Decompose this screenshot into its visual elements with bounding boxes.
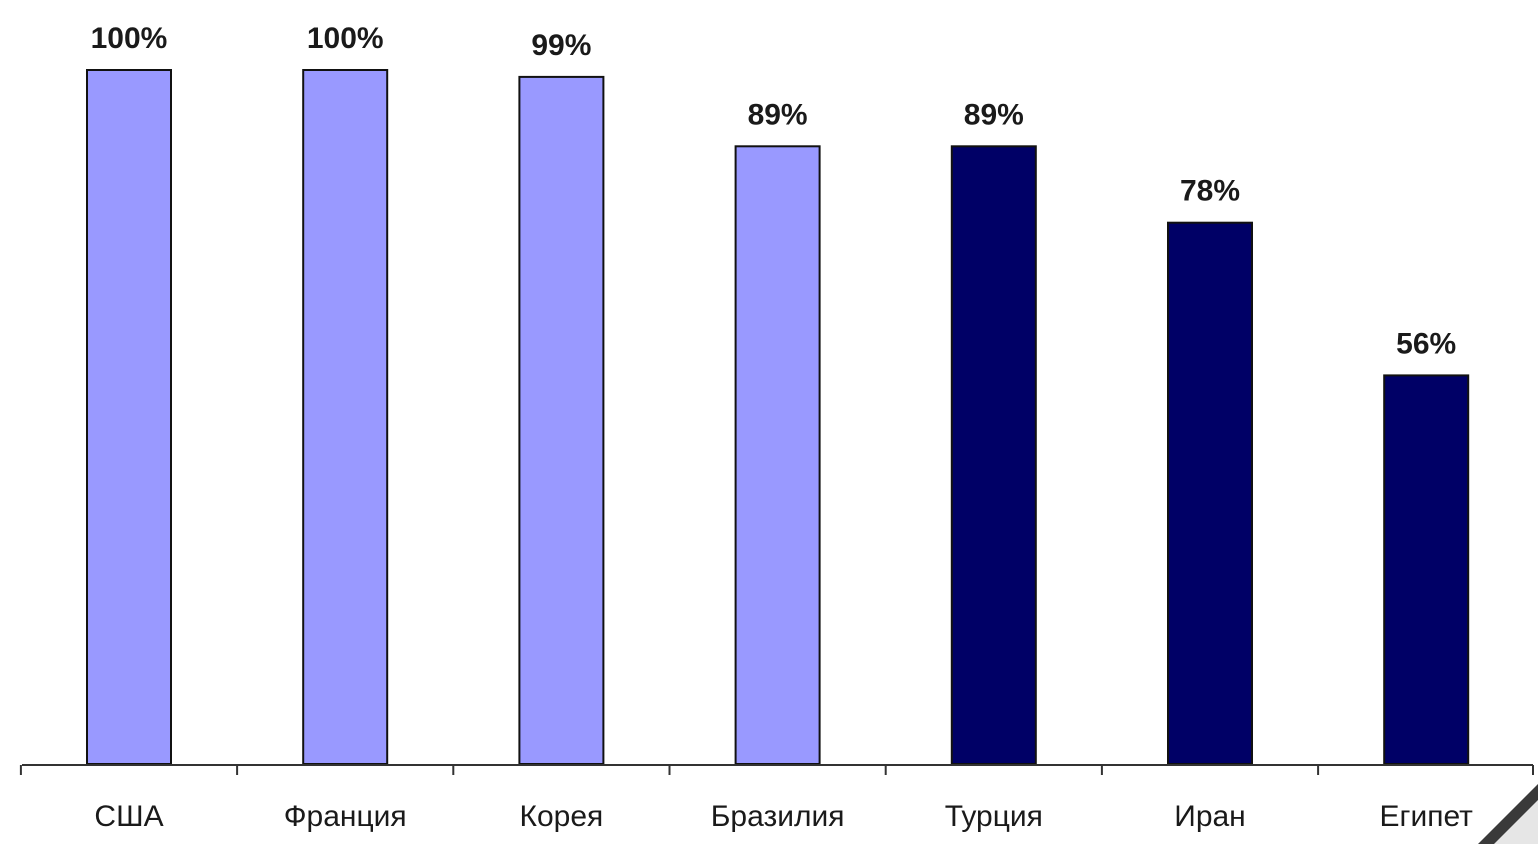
value-label-5: 89% xyxy=(964,98,1024,131)
corner-decoration-inner xyxy=(1494,800,1538,844)
x-axis xyxy=(19,764,1534,775)
category-label-3: Корея xyxy=(520,800,604,833)
value-label-1: 100% xyxy=(91,22,168,55)
bars-layer xyxy=(86,69,1470,766)
labels-layer: 100% США 100% Франция 99% Корея 89% Бразилия 89%… xyxy=(91,22,1474,833)
bar-1 xyxy=(86,69,172,765)
bar-2 xyxy=(302,69,389,765)
category-label-5: Турция xyxy=(945,800,1043,833)
value-label-2: 100% xyxy=(307,22,384,55)
category-label-6: Иран xyxy=(1174,800,1246,833)
bar-4 xyxy=(734,145,821,766)
value-label-4: 89% xyxy=(748,98,808,131)
category-label-7: Египет xyxy=(1380,800,1474,833)
value-label-6: 78% xyxy=(1180,175,1240,208)
bar-6 xyxy=(1167,221,1253,765)
bar-7 xyxy=(1383,374,1470,765)
category-label-2: Франция xyxy=(284,800,407,833)
value-label-3: 99% xyxy=(531,29,591,62)
category-label-1: США xyxy=(94,800,163,833)
bar-3 xyxy=(518,75,605,765)
category-label-4: Бразилия xyxy=(711,800,845,833)
bar-5 xyxy=(950,145,1037,766)
value-label-7: 56% xyxy=(1396,327,1456,360)
